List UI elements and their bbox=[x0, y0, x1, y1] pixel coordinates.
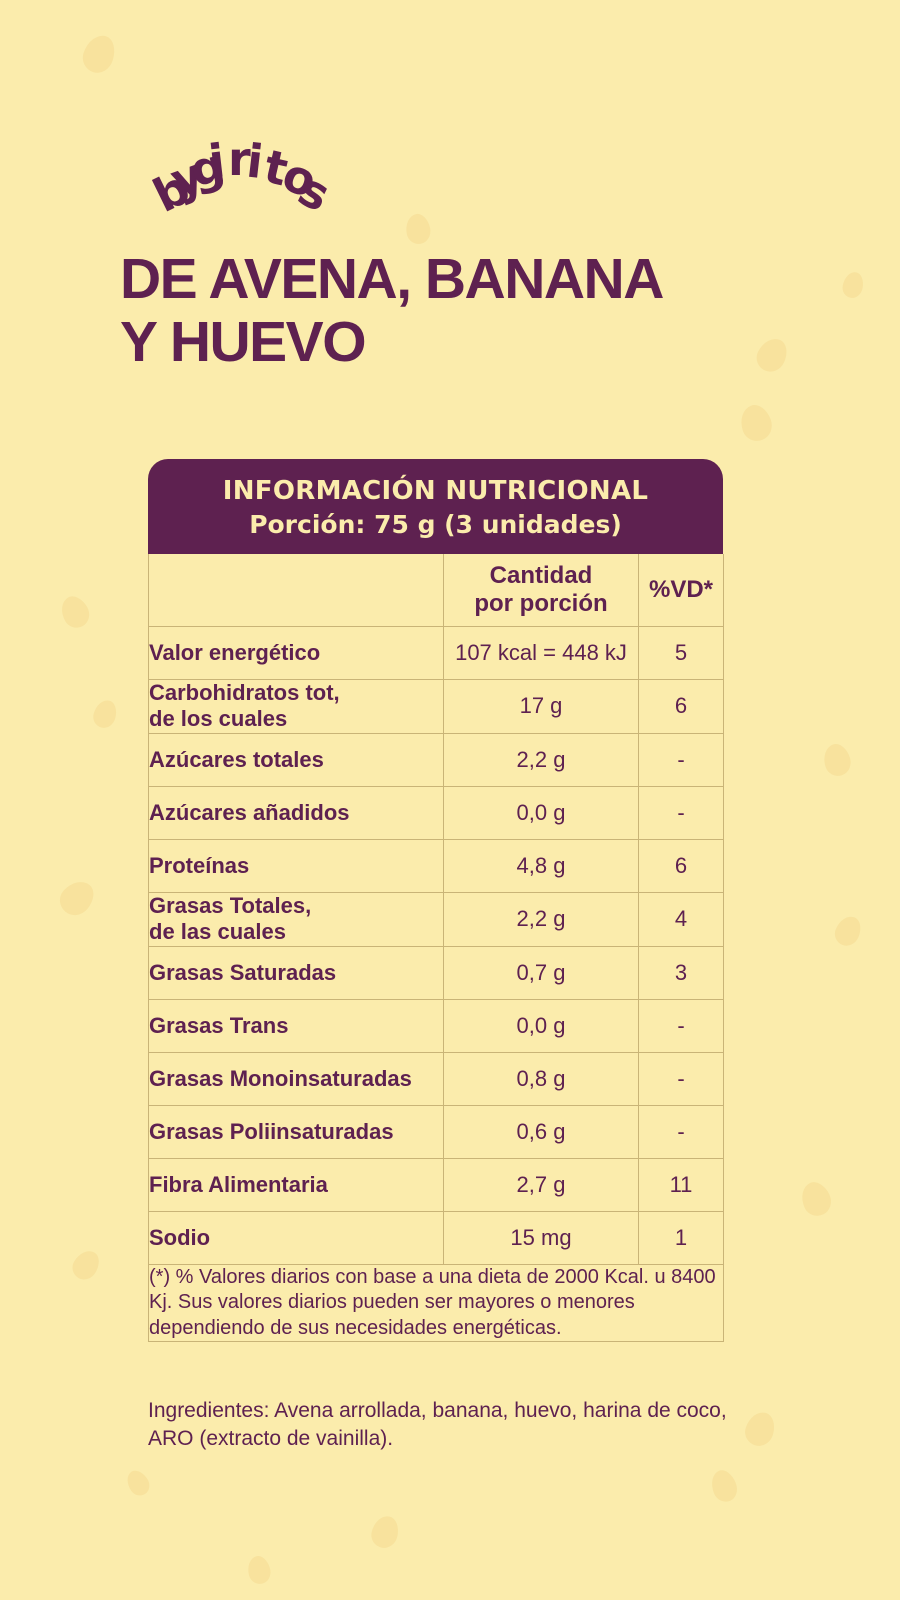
nutrient-vd-cell: 6 bbox=[638, 678, 724, 734]
oat-flake-icon bbox=[840, 270, 866, 300]
nutrition-header-title: INFORMACIÓN NUTRICIONAL bbox=[222, 476, 649, 506]
nutrient-name-line-1: Valor energético bbox=[149, 639, 321, 665]
oat-flake-icon bbox=[55, 591, 95, 633]
nutrient-name-cell: Grasas Saturadas bbox=[148, 945, 444, 1000]
nutrient-vd-cell: - bbox=[638, 1104, 724, 1159]
table-row: Grasas Trans 0,0 g- bbox=[148, 998, 724, 1053]
table-header-row: Cantidad por porción %VD* bbox=[148, 553, 724, 627]
nutrient-name-line-1: Grasas Saturadas bbox=[149, 959, 337, 985]
nutrition-panel: INFORMACIÓN NUTRICIONAL Porción: 75 g (3… bbox=[148, 459, 724, 1343]
table-row: Azúcares añadidos 0,0 g- bbox=[148, 785, 724, 840]
table-row: Sodio 15 mg 1 bbox=[148, 1210, 724, 1265]
oat-flake-icon bbox=[53, 874, 101, 922]
oat-flake-icon bbox=[78, 31, 120, 77]
nutrient-vd-cell: 3 bbox=[638, 945, 724, 1000]
nutrient-amount-cell: 17 g bbox=[443, 678, 639, 734]
nutrient-amount-cell: 0,0 g bbox=[443, 998, 639, 1053]
nutrient-name-line-1: Grasas Totales, bbox=[149, 893, 312, 919]
nutrient-name-line-2: de las cuales bbox=[149, 919, 286, 945]
nutrient-name-cell: Azúcares añadidos bbox=[148, 785, 444, 840]
nutrient-name-cell: Sodio bbox=[148, 1210, 444, 1265]
brand-logo-letter: r bbox=[228, 132, 251, 186]
nutrition-panel-header: INFORMACIÓN NUTRICIONAL Porción: 75 g (3… bbox=[148, 459, 723, 554]
page-title: DE AVENA, BANANA Y HUEVO bbox=[120, 248, 820, 373]
nutrient-amount-cell: 4,8 g bbox=[443, 838, 639, 893]
nutrient-name-cell: Grasas Trans bbox=[148, 998, 444, 1053]
column-header-amount: Cantidad por porción bbox=[443, 553, 639, 627]
nutrient-amount-cell: 2,2 g bbox=[443, 891, 639, 947]
nutrition-table: Cantidad por porción %VD* Valor energéti… bbox=[148, 553, 724, 1343]
nutrient-name-line-1: Fibra Alimentaria bbox=[149, 1171, 328, 1197]
nutrient-amount-cell: 0,7 g bbox=[443, 945, 639, 1000]
nutrient-name-line-1: Azúcares añadidos bbox=[149, 799, 350, 825]
nutrient-name-cell: Fibra Alimentaria bbox=[148, 1157, 444, 1212]
nutrient-vd-cell: 5 bbox=[638, 625, 724, 680]
nutrient-amount-cell: 2,7 g bbox=[443, 1157, 639, 1212]
nutrient-name-line-1: Grasas Monoinsaturadas bbox=[149, 1065, 412, 1091]
nutrient-name-cell: Valor energético bbox=[148, 625, 444, 680]
nutrient-name-line-1: Carbohidratos tot, bbox=[149, 680, 340, 706]
nutrient-name-cell: Carbohidratos tot, de los cuales bbox=[148, 678, 444, 734]
oat-flake-icon bbox=[68, 1246, 104, 1284]
column-header-amount-line-2: por porción bbox=[474, 589, 608, 617]
nutrient-name-cell: Grasas Monoinsaturadas bbox=[148, 1051, 444, 1106]
column-header-vd: %VD* bbox=[638, 553, 724, 627]
nutrient-name-line-1: Grasas Poliinsaturadas bbox=[149, 1118, 394, 1144]
table-row: Azúcares totales 2,2 g- bbox=[148, 732, 724, 787]
nutrient-vd-cell: - bbox=[638, 1051, 724, 1106]
oat-flake-icon bbox=[90, 697, 120, 731]
nutrient-amount-cell: 0,8 g bbox=[443, 1051, 639, 1106]
nutrient-name-line-1: Proteínas bbox=[149, 852, 250, 878]
table-row: Grasas Monoinsaturadas 0,8 g- bbox=[148, 1051, 724, 1106]
nutrient-name-line-1: Grasas Trans bbox=[149, 1012, 289, 1038]
oat-flake-icon bbox=[796, 1177, 836, 1221]
nutrient-vd-cell: 11 bbox=[638, 1157, 724, 1212]
footnote-row: (*) % Valores diarios con base a una die… bbox=[148, 1263, 724, 1343]
column-header-amount-line-1: Cantidad bbox=[489, 562, 593, 590]
oat-flake-icon bbox=[819, 740, 855, 780]
column-header-nutrient bbox=[148, 553, 444, 627]
daily-value-footnote: (*) % Valores diarios con base a una die… bbox=[148, 1263, 724, 1343]
nutrient-name-line-2: de los cuales bbox=[149, 706, 288, 732]
table-row: Fibra Alimentaria 2,7 g 11 bbox=[148, 1157, 724, 1212]
nutrient-amount-cell: 2,2 g bbox=[443, 732, 639, 787]
ingredients-text: Ingredientes: Avena arrollada, banana, h… bbox=[148, 1399, 727, 1450]
oat-flake-icon bbox=[368, 1513, 402, 1551]
oat-flake-icon bbox=[403, 211, 433, 247]
oat-flake-icon bbox=[122, 1466, 154, 1500]
nutrient-name-cell: Azúcares totales bbox=[148, 732, 444, 787]
nutrient-amount-cell: 0,0 g bbox=[443, 785, 639, 840]
nutrient-vd-cell: - bbox=[638, 732, 724, 787]
oat-flake-icon bbox=[741, 1408, 779, 1450]
nutrition-header-portion: Porción: 75 g (3 unidades) bbox=[249, 509, 622, 539]
product-title-line-1: DE AVENA, BANANA bbox=[120, 247, 664, 311]
table-row: Grasas Poliinsaturadas 0,6 g- bbox=[148, 1104, 724, 1159]
nutrient-vd-cell: 1 bbox=[638, 1210, 724, 1265]
nutrient-name-line-1: Azúcares totales bbox=[149, 746, 324, 772]
nutrient-amount-cell: 107 kcal = 448 kJ bbox=[443, 625, 639, 680]
nutrient-name-cell: Grasas Poliinsaturadas bbox=[148, 1104, 444, 1159]
oat-flake-icon bbox=[244, 1553, 274, 1587]
nutrient-vd-cell: - bbox=[638, 785, 724, 840]
oat-flake-icon bbox=[735, 400, 777, 446]
table-row: Valor energético 107 kcal = 448 kJ 5 bbox=[148, 625, 724, 680]
nutrient-amount-cell: 15 mg bbox=[443, 1210, 639, 1265]
oat-flake-icon bbox=[706, 1466, 742, 1506]
nutrition-table-body: Cantidad por porción %VD* Valor energéti… bbox=[148, 553, 724, 1343]
product-title-line-2: Y HUEVO bbox=[120, 309, 367, 374]
nutrient-name-cell: Proteínas bbox=[148, 838, 444, 893]
nutrient-vd-cell: 6 bbox=[638, 838, 724, 893]
oat-flake-icon bbox=[831, 912, 865, 950]
nutrient-amount-cell: 0,6 g bbox=[443, 1104, 639, 1159]
nutrient-name-cell: Grasas Totales, de las cuales bbox=[148, 891, 444, 947]
nutrient-vd-cell: 4 bbox=[638, 891, 724, 947]
nutrient-name-line-1: Sodio bbox=[149, 1224, 211, 1250]
nutrient-vd-cell: - bbox=[638, 998, 724, 1053]
